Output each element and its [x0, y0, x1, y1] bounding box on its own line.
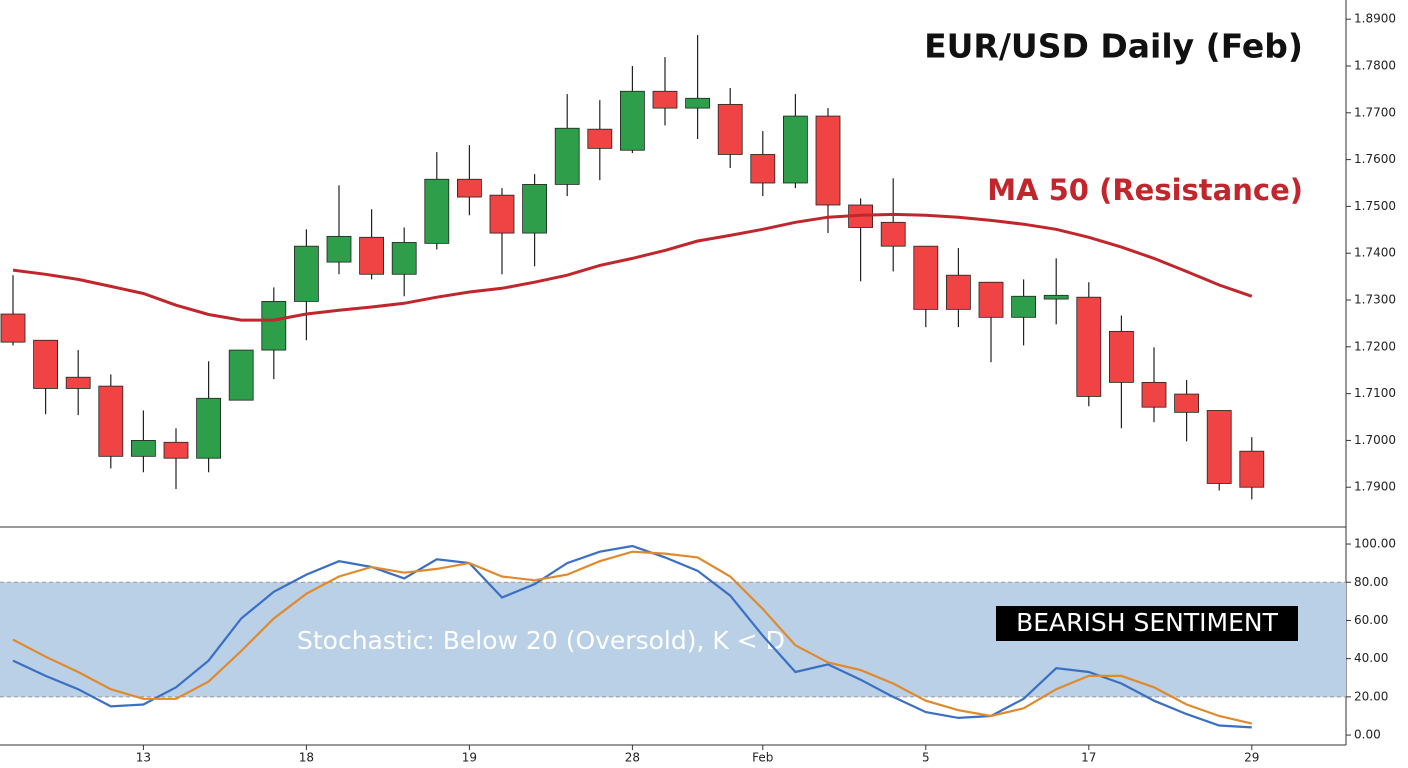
y-tick-label: 100.00: [1354, 537, 1396, 551]
candle-body: [326, 235, 352, 263]
candle-body: [98, 385, 124, 457]
y-tick-label: 40.00: [1354, 651, 1388, 665]
y-tick-label: 1.7800: [1354, 58, 1396, 72]
candle-body: [65, 376, 91, 389]
candle-body: [652, 90, 678, 109]
x-tick-label: 19: [462, 751, 477, 765]
y-tick-label: 1.7200: [1354, 339, 1396, 353]
candle-body: [1109, 330, 1134, 383]
candle-body: [620, 90, 645, 151]
y-tick-label: 1.7900: [1354, 480, 1396, 494]
candle-body: [1141, 381, 1167, 408]
candle-body: [1076, 296, 1102, 397]
candle-body: [196, 397, 222, 459]
candle-body: [0, 313, 26, 343]
candle-body: [130, 440, 156, 457]
candle-body: [750, 154, 776, 184]
candle-body: [1174, 393, 1199, 413]
x-tick-label: Feb: [752, 751, 773, 765]
x-tick-label: 18: [299, 751, 314, 765]
candle-body: [913, 245, 939, 310]
candle-body: [1011, 295, 1036, 318]
ma-line: [12, 212, 1253, 322]
candle-body: [391, 242, 417, 275]
candle-body: [424, 178, 450, 244]
candle-body: [359, 236, 385, 275]
stochastic-line: [12, 550, 1253, 725]
candle-body: [685, 97, 710, 109]
y-tick-label: 1.8900: [1354, 12, 1396, 26]
y-tick-label: 20.00: [1354, 689, 1388, 703]
x-tick-label: 28: [625, 751, 640, 765]
candle-body: [880, 221, 906, 247]
candle-body: [163, 441, 189, 459]
x-tick-label: 13: [136, 751, 151, 765]
y-tick-label: 1.7700: [1354, 105, 1396, 119]
candle-body: [587, 128, 613, 149]
candle-body: [1043, 294, 1069, 300]
candle-body: [783, 115, 808, 184]
candle-body: [293, 245, 319, 302]
candle-body: [1239, 450, 1265, 488]
candle-body: [1206, 410, 1232, 484]
candle-body: [489, 194, 515, 234]
stochastic-line: [12, 544, 1252, 729]
candle-body: [978, 281, 1004, 318]
y-tick-label: 1.7000: [1354, 433, 1396, 447]
y-tick-label: 1.7100: [1354, 386, 1396, 400]
candle-body: [522, 184, 547, 234]
candle-body: [946, 274, 971, 310]
x-tick-label: 29: [1244, 751, 1259, 765]
y-tick-label: 80.00: [1354, 575, 1388, 589]
candle-body: [456, 178, 482, 198]
y-tick-label: 1.7600: [1354, 152, 1396, 166]
x-tick-label: 5: [922, 751, 930, 765]
y-tick-label: 0.00: [1354, 728, 1381, 742]
x-tick-label: 17: [1081, 751, 1096, 765]
y-tick-label: 60.00: [1354, 613, 1388, 627]
annotation: Stochastic: Below 20 (Oversold), K < D: [297, 626, 785, 655]
y-tick-label: 1.7300: [1354, 293, 1396, 307]
y-tick-label: 1.7500: [1354, 199, 1396, 213]
ma-label: MA 50 (Resistance): [987, 173, 1303, 207]
candle-body: [261, 301, 287, 351]
candle-body: [228, 349, 254, 401]
candle-body: [554, 127, 580, 185]
badge-box: [996, 606, 1298, 641]
y-tick-label: 1.7400: [1354, 246, 1396, 260]
badge-text: BEARISH SENTIMENT: [1016, 608, 1278, 637]
candle-body: [33, 339, 58, 389]
candle-body: [815, 115, 841, 206]
candle-body: [717, 103, 743, 155]
chart-title: EUR/USD Daily (Feb): [924, 27, 1303, 66]
